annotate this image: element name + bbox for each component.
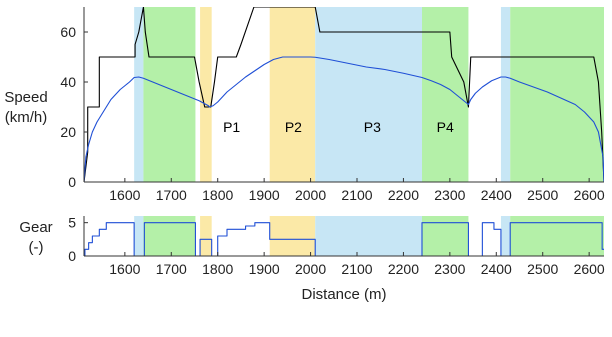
x-tick-label-2300: 2300: [434, 261, 465, 277]
x-tick-label-1700: 1700: [156, 187, 187, 203]
phase-band-3: [200, 216, 212, 256]
x-tick-label-2100: 2100: [341, 187, 372, 203]
x-tick-label-2100: 2100: [341, 261, 372, 277]
phase-band-3: [200, 7, 212, 182]
series-lines: [84, 7, 604, 182]
phase-band-1: [134, 7, 144, 182]
x-tick-label-2600: 2600: [574, 261, 605, 277]
phase-band-4: [269, 7, 316, 182]
phase-band-2: [143, 216, 196, 256]
series-line-1: [84, 222, 604, 256]
x-tick-label-2400: 2400: [481, 187, 512, 203]
phase-bands: [134, 7, 604, 182]
phase-label-p3: P3: [364, 119, 381, 135]
x-axis-title: Distance (m): [301, 286, 386, 303]
x-tick-label-2000: 2000: [295, 261, 326, 277]
gear-plot: 1600 1700 1800 1900 2000 2100 2200 2300 2400 2500…: [19, 215, 605, 303]
x-tick-label-2500: 2500: [527, 261, 558, 277]
phase-band-5: [315, 7, 422, 182]
phase-band-8: [510, 7, 604, 182]
series-lines: [84, 222, 604, 256]
phase-label-p4: P4: [437, 119, 454, 135]
y-tick-label-0: 0: [68, 248, 76, 264]
x-tick-label-2600: 2600: [574, 187, 605, 203]
y-axis-title-line-2: (km/h): [5, 109, 48, 126]
phase-band-7: [500, 216, 511, 256]
y-tick-label-60: 60: [60, 24, 76, 40]
x-tick-label-1800: 1800: [202, 187, 233, 203]
speed-plot: 1600 1700 1800 1900 2000 2100 2200 2300 2400 2500…: [4, 7, 605, 203]
y-tick-label-20: 20: [60, 124, 76, 140]
phase-band-7: [500, 7, 511, 182]
y-axis-title-line-2: (-): [29, 239, 44, 256]
x-tick-label-1600: 1600: [109, 261, 140, 277]
x-tick-label-2500: 2500: [527, 187, 558, 203]
phase-bands: [134, 216, 604, 256]
x-tick-label-1700: 1700: [156, 261, 187, 277]
x-tick-label-1800: 1800: [202, 261, 233, 277]
phase-label-p1: P1: [223, 119, 240, 135]
x-tick-label-1900: 1900: [249, 187, 280, 203]
phase-band-1: [134, 216, 144, 256]
x-tick-label-2300: 2300: [434, 187, 465, 203]
phase-band-6: [422, 216, 469, 256]
phase-label-p2: P2: [285, 119, 302, 135]
x-tick-label-1900: 1900: [249, 261, 280, 277]
phase-band-2: [143, 7, 196, 182]
x-tick-label-1600: 1600: [109, 187, 140, 203]
y-axis-title-line-1: Gear: [19, 219, 52, 236]
phase-band-6: [422, 7, 469, 182]
y-axis-title: Speed (km/h): [4, 89, 47, 126]
series-line-2: [84, 56, 604, 182]
y-tick-label-5: 5: [68, 215, 76, 231]
x-tick-label-2400: 2400: [481, 261, 512, 277]
x-tick-label-2000: 2000: [295, 187, 326, 203]
x-tick-label-2200: 2200: [388, 187, 419, 203]
phase-band-8: [510, 216, 604, 256]
phase-band-5: [315, 216, 422, 256]
series-line-1: [84, 7, 604, 182]
y-axis-title-line-1: Speed: [4, 89, 47, 106]
x-tick-label-2200: 2200: [388, 261, 419, 277]
y-tick-label-40: 40: [60, 74, 76, 90]
y-tick-label-0: 0: [68, 174, 76, 190]
y-axis-title: Gear (-): [19, 219, 52, 256]
phase-band-4: [269, 216, 316, 256]
